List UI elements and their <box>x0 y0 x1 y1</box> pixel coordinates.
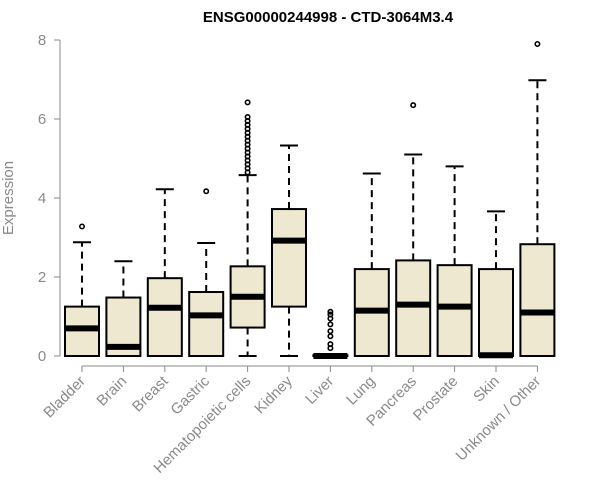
outlier-point <box>244 99 251 106</box>
outlier-point <box>203 188 210 195</box>
x-tick-label: Brain <box>93 373 130 410</box>
chart-title: ENSG00000244998 - CTD-3064M3.4 <box>203 9 454 26</box>
iqr-box <box>436 264 473 357</box>
iqr-box <box>395 259 432 357</box>
outlier-point <box>327 321 334 328</box>
outlier-point <box>79 223 86 230</box>
box-skin <box>478 210 514 359</box>
x-tick-label: Kidney <box>251 372 296 417</box>
iqr-box <box>478 268 514 358</box>
outlier-point <box>327 341 334 348</box>
box-bladder <box>64 223 100 357</box>
outlier-point <box>327 311 334 318</box>
y-tick-label: 4 <box>38 190 46 207</box>
box-hematopoietic-cells <box>229 99 266 357</box>
box-gastric <box>188 188 225 358</box>
x-tick-label: Liver <box>302 373 337 408</box>
x-tick-label: Breast <box>129 372 172 415</box>
x-tick-label: Skin <box>470 373 503 406</box>
y-tick-label: 8 <box>38 32 46 49</box>
outlier-point <box>327 308 334 315</box>
box-unknown-other <box>519 40 556 357</box>
y-tick-label: 6 <box>38 111 46 128</box>
box-kidney <box>271 144 307 357</box>
x-tick-label: Lung <box>343 373 379 409</box>
iqr-box <box>519 243 556 357</box>
outlier-point <box>534 40 541 47</box>
boxes-group <box>64 40 556 359</box>
box-pancreas <box>395 102 432 357</box>
y-tick-label: 2 <box>38 269 46 286</box>
x-tick-label: Prostate <box>410 373 462 425</box>
outlier-point <box>410 102 417 109</box>
outlier-point <box>327 328 334 335</box>
box-liver <box>312 308 349 359</box>
x-tick-label: Bladder <box>40 373 89 422</box>
iqr-box <box>188 291 225 358</box>
box-breast <box>146 188 183 357</box>
box-lung <box>353 172 390 358</box>
box-brain <box>105 260 142 358</box>
y-axis-label: Expression <box>0 161 17 235</box>
outlier-point <box>327 333 334 340</box>
y-axis: 0 2 4 6 8 <box>38 32 61 365</box>
iqr-box <box>271 208 307 308</box>
box-prostate <box>436 165 473 357</box>
outlier-point <box>244 114 251 121</box>
iqr-box <box>146 277 183 357</box>
y-tick-label: 0 <box>38 348 46 365</box>
